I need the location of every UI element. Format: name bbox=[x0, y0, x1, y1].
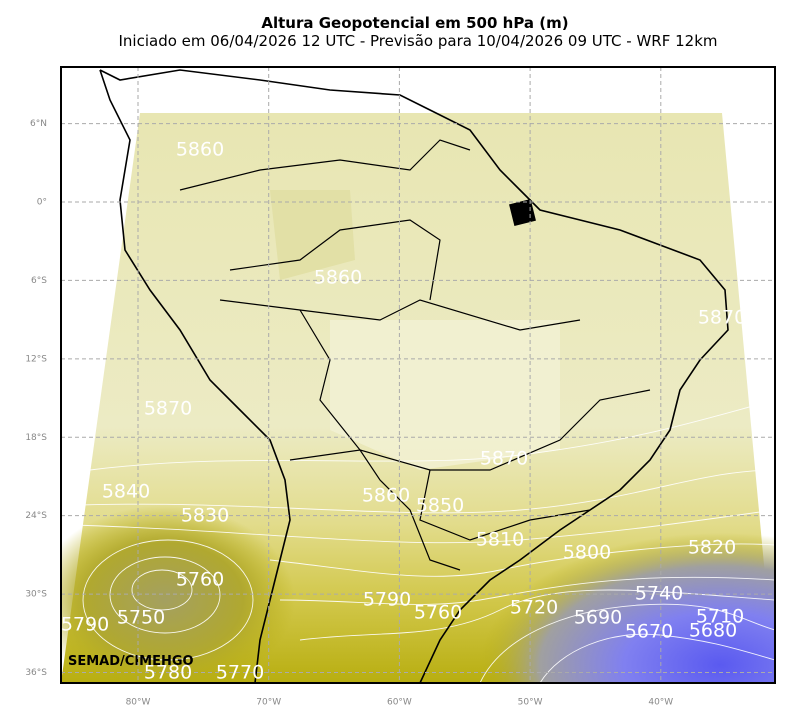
lat-tick-label: 6°S bbox=[31, 276, 47, 286]
contour-label: 5870 bbox=[144, 398, 192, 420]
contours bbox=[69, 399, 775, 683]
contour-label: 5770 bbox=[216, 662, 264, 684]
contour-label: 5800 bbox=[563, 542, 611, 564]
contour-label: 5790 bbox=[61, 614, 109, 636]
lat-tick-label: 0° bbox=[37, 198, 47, 208]
lon-tick-label: 70°W bbox=[256, 698, 281, 708]
coastline bbox=[99, 69, 729, 683]
lat-tick-label: 6°N bbox=[30, 119, 47, 129]
lat-tick-label: 24°S bbox=[25, 511, 47, 521]
lon-tick-label: 60°W bbox=[387, 698, 412, 708]
map-area: SEMAD/CIMEHGO bbox=[61, 69, 775, 683]
contour-label: 5840 bbox=[102, 481, 150, 503]
high-area bbox=[330, 320, 560, 470]
lat-tick-label: 30°S bbox=[25, 590, 47, 600]
contour-label: 5710 bbox=[696, 606, 744, 628]
contour-label: 5760 bbox=[414, 602, 462, 624]
title: Altura Geopotencial em 500 hPa (m) bbox=[261, 14, 568, 32]
contour-labels: 5860 5860 5870 5870 5870 5840 5860 5850 5830 5810… bbox=[61, 139, 746, 684]
contour-label: 5740 bbox=[635, 583, 683, 605]
contour-label: 5690 bbox=[574, 607, 622, 629]
contour-label: 5860 bbox=[314, 267, 362, 289]
lat-tick-label: 12°S bbox=[25, 354, 47, 364]
lon-tick-label: 50°W bbox=[518, 698, 543, 708]
lon-tick-label: 40°W bbox=[648, 698, 673, 708]
lon-tick-label: 80°W bbox=[126, 698, 151, 708]
contour-label: 5780 bbox=[144, 662, 192, 684]
contour-label: 5680 bbox=[689, 620, 737, 642]
contour-label: 5870 bbox=[480, 448, 528, 470]
contour-label: 5810 bbox=[476, 529, 524, 551]
field-patch bbox=[270, 190, 355, 280]
contour-label: 5870 bbox=[698, 307, 746, 329]
lat-tick-label: 36°S bbox=[25, 668, 47, 678]
subtitle: Iniciado em 06/04/2026 12 UTC - Previsão… bbox=[118, 32, 717, 50]
contour-label: 5820 bbox=[688, 537, 736, 559]
watermark: SEMAD/CIMEHGO bbox=[68, 654, 194, 669]
contour-label: 5850 bbox=[416, 495, 464, 517]
contour-label: 5670 bbox=[625, 621, 673, 643]
contour-label: 5860 bbox=[362, 485, 410, 507]
contour-label: 5830 bbox=[181, 505, 229, 527]
contour-label: 5760 bbox=[176, 569, 224, 591]
lat-tick-label: 18°S bbox=[25, 433, 47, 443]
contour-label: 5750 bbox=[117, 607, 165, 629]
contour-label: 5720 bbox=[510, 597, 558, 619]
graticule: 6°N 0° 6°S 12°S 18°S 24°S 30°S 36°S 80°W 70°W 60°W… bbox=[25, 67, 775, 708]
contour-label: 5860 bbox=[176, 139, 224, 161]
frame bbox=[60, 66, 776, 684]
low-west bbox=[61, 505, 295, 683]
contour-label: 5790 bbox=[363, 589, 411, 611]
